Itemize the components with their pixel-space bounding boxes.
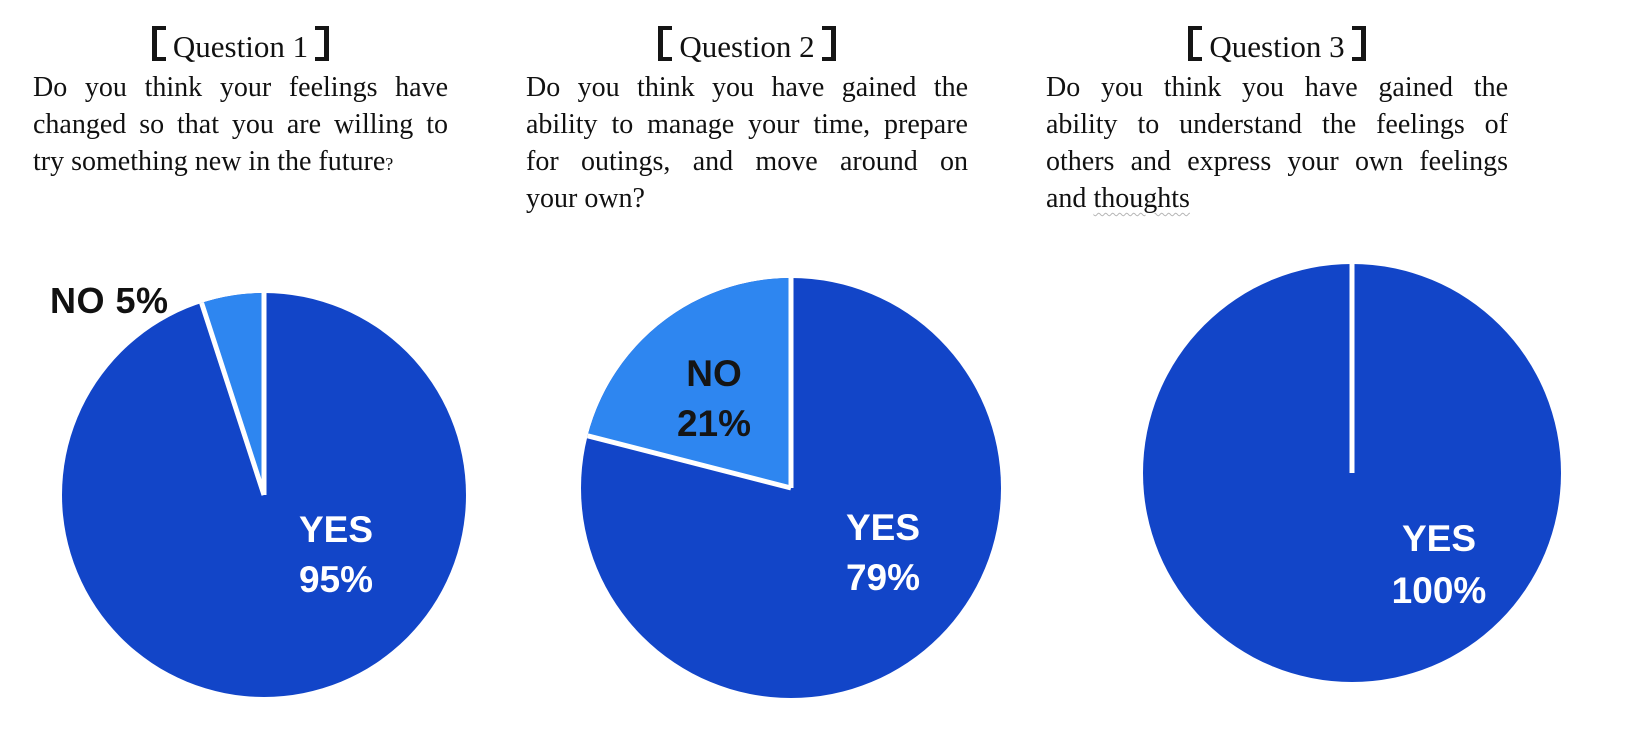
question-1-title-text: Question 1 [172, 29, 309, 64]
question-text-line: and thoughts [1046, 180, 1508, 217]
spellcheck-squiggle-word: thoughts [1093, 183, 1190, 214]
question-2-title: Question 2 [526, 26, 968, 66]
question-3-last-line-prefix: and [1046, 183, 1094, 214]
pie-chart-question-1 [62, 293, 466, 697]
yes-slice-label-line: 100% [1391, 570, 1487, 611]
lenticular-bracket-right-icon [315, 26, 330, 61]
question-text-line: ability to manage your time, prepare [526, 109, 968, 140]
lenticular-bracket-left-icon [151, 26, 166, 61]
yes-slice-label-line: YES [1401, 518, 1477, 559]
question-text-line: for outings, and move around on [526, 146, 968, 177]
lenticular-bracket-right-icon [821, 26, 836, 61]
yes-slice-label-line: 79% [845, 557, 921, 598]
question-text-line: others and express your own feelings [1046, 146, 1508, 177]
question-panel-1: Question 1 Do you think your feelings ha… [33, 26, 448, 183]
yes-slice-label-line: YES [298, 509, 374, 550]
question-1-title: Question 1 [33, 26, 448, 66]
question-text-line: changed so that you are willing to [33, 109, 448, 140]
question-2-title-text: Question 2 [679, 29, 815, 64]
yes-slice-label: YES 100% [1374, 513, 1504, 617]
yes-slice-label: YES 95% [271, 505, 401, 605]
lenticular-bracket-left-icon [658, 26, 673, 61]
question-3-title-text: Question 3 [1209, 29, 1345, 64]
no-slice-label-line: NO [686, 353, 742, 394]
question-text-line: Do you think you have gained the [526, 72, 968, 103]
no-slice-label: NO 21% [649, 349, 779, 449]
yes-slice-label: YES 79% [818, 503, 948, 603]
question-panel-3: Question 3 Do you think you have gained … [1046, 26, 1508, 217]
yes-slice-label-line: 95% [298, 559, 374, 600]
pie-chart-question-2 [581, 278, 1001, 698]
question-1-last-line: try something new in the future [33, 146, 386, 177]
question-text-line: ability to understand the feelings of [1046, 109, 1508, 140]
no-slice-label: NO 5% [50, 280, 169, 321]
question-panel-2: Question 2 Do you think you have gained … [526, 26, 968, 217]
lenticular-bracket-left-icon [1188, 26, 1203, 61]
question-text-line: your own? [526, 183, 645, 214]
question-text-line: Do you think you have gained the [1046, 72, 1508, 103]
question-text-line: Do you think your feelings have [33, 72, 448, 103]
question-3-title: Question 3 [1046, 26, 1508, 66]
yes-slice-label-line: YES [845, 507, 921, 548]
small-question-mark: ? [385, 154, 394, 174]
question-text-line: try something new in the future? [33, 143, 448, 183]
lenticular-bracket-right-icon [1351, 26, 1366, 61]
pie-chart-question-3 [1143, 264, 1561, 682]
no-slice-label-line: 21% [676, 403, 752, 444]
